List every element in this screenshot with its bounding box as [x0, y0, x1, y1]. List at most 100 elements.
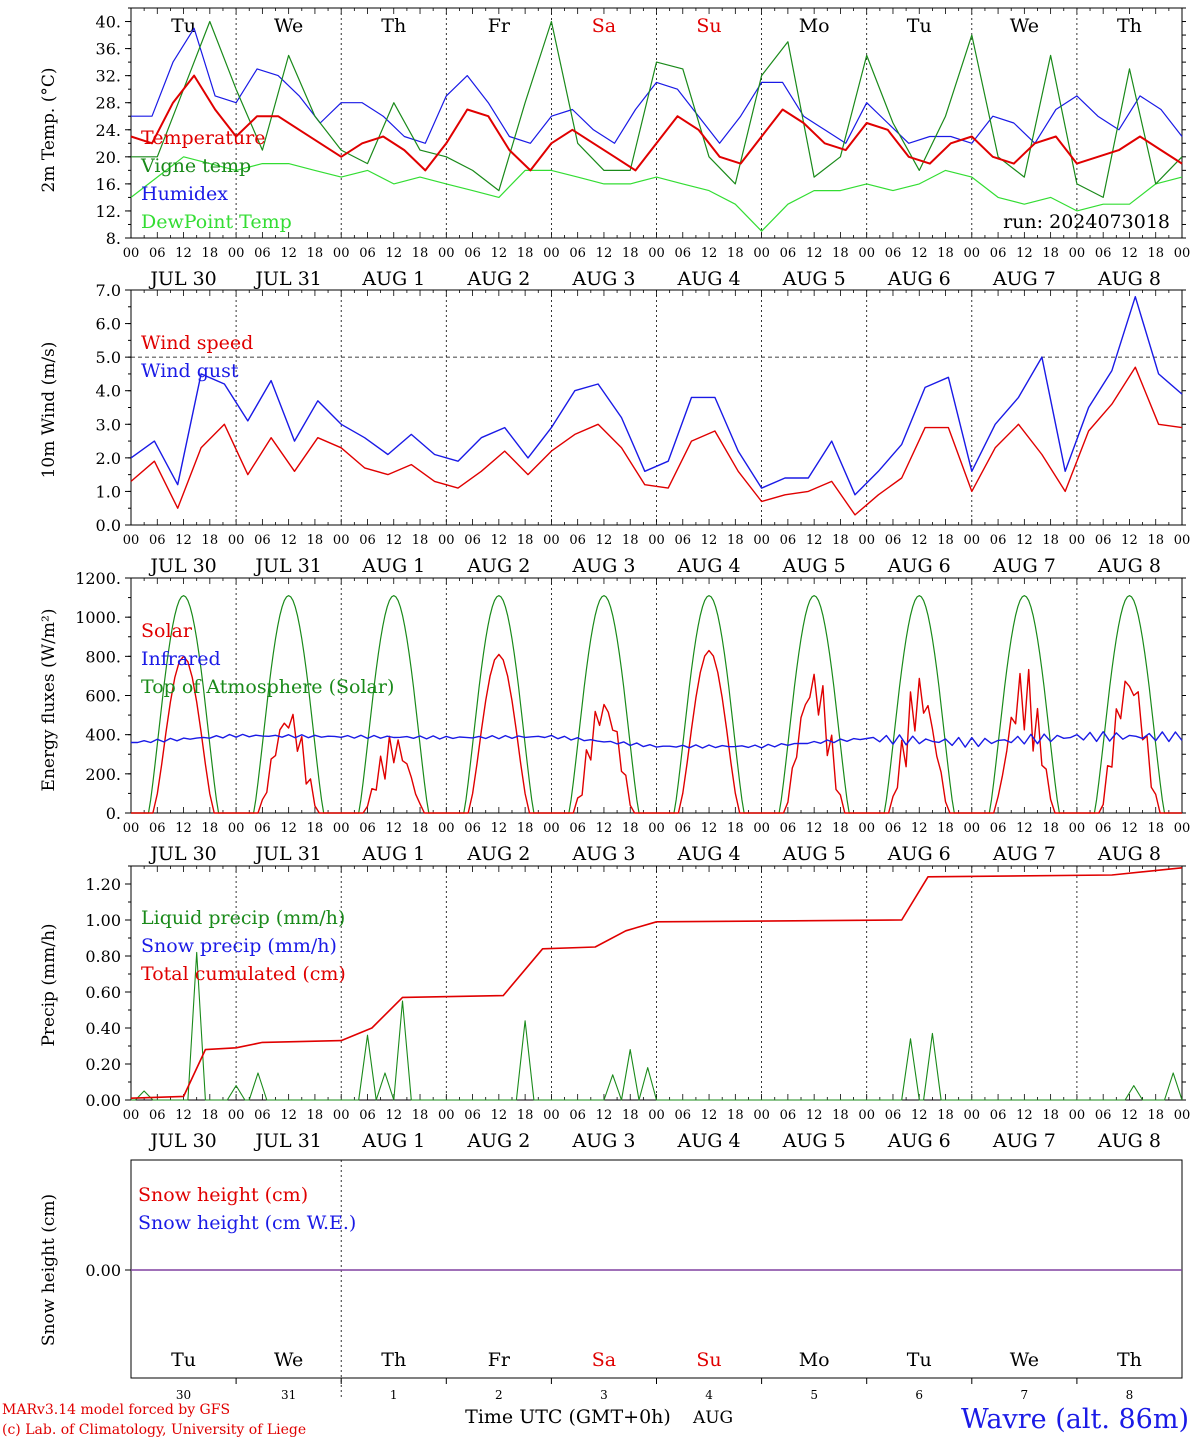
hour-label: 06 — [990, 821, 1007, 836]
hour-label: 06 — [569, 533, 586, 548]
y-tick-label: 1200. — [75, 569, 121, 588]
legend-entry: Humidex — [141, 183, 228, 205]
bottom-date: 4 — [705, 1388, 713, 1402]
run-label: run: 2024073018 — [1003, 211, 1170, 233]
hour-label: 18 — [727, 821, 744, 836]
hour-label: 00 — [438, 1108, 455, 1123]
hour-label: 06 — [675, 533, 692, 548]
hour-label: 06 — [885, 1108, 902, 1123]
y-tick-label: 0.00 — [85, 1261, 121, 1280]
y-tick-label: 0. — [106, 804, 121, 823]
hour-label: 06 — [885, 246, 902, 261]
legend-entry: Solar — [141, 620, 193, 642]
legend-entry: Wind gust — [141, 360, 239, 382]
date-label: JUL 30 — [148, 1130, 216, 1152]
hour-label: 00 — [858, 533, 875, 548]
hour-label: 00 — [123, 533, 140, 548]
hour-label: 18 — [622, 821, 639, 836]
hour-label: 12 — [1121, 246, 1138, 261]
hour-label: 00 — [858, 1108, 875, 1123]
series-line — [131, 731, 1183, 749]
hour-label: 18 — [517, 533, 534, 548]
date-label: AUG 1 — [361, 268, 425, 290]
date-label: AUG 5 — [782, 1130, 846, 1152]
hour-label: 00 — [438, 533, 455, 548]
hour-label: 18 — [1147, 821, 1164, 836]
station-label: Wavre (alt. 86m) — [961, 1404, 1189, 1435]
hour-label: 00 — [228, 246, 245, 261]
hour-label: 18 — [412, 533, 429, 548]
hour-label: 06 — [780, 1108, 797, 1123]
hour-label: 12 — [701, 246, 718, 261]
bottom-month: AUG — [692, 1408, 733, 1428]
hour-label: 12 — [175, 246, 192, 261]
y-tick-label: 1000. — [75, 608, 121, 627]
y-tick-label: 0.40 — [85, 1019, 121, 1038]
date-label: AUG 7 — [992, 268, 1056, 290]
hour-label: 00 — [753, 533, 770, 548]
series-line — [130, 867, 1183, 1099]
hour-label: 12 — [911, 821, 928, 836]
date-label: JUL 30 — [148, 555, 216, 577]
hour-label: 18 — [307, 1108, 324, 1123]
hour-label: 12 — [385, 1108, 402, 1123]
hour-label: 12 — [175, 1108, 192, 1123]
hour-label: 12 — [1121, 821, 1138, 836]
hour-label: 00 — [753, 1108, 770, 1123]
hour-label: 00 — [1069, 1108, 1086, 1123]
date-label: AUG 6 — [887, 1130, 951, 1152]
hour-label: 00 — [123, 246, 140, 261]
date-label: AUG 6 — [887, 268, 951, 290]
hour-label: 18 — [622, 533, 639, 548]
hour-label: 06 — [885, 821, 902, 836]
date-label: JUL 31 — [253, 843, 321, 865]
hour-label: 18 — [1042, 533, 1059, 548]
hour-label: 18 — [517, 1108, 534, 1123]
hour-label: 06 — [675, 821, 692, 836]
hour-label: 00 — [1069, 533, 1086, 548]
bottom-date: 3 — [600, 1388, 608, 1402]
hour-label: 00 — [333, 246, 350, 261]
hour-label: 00 — [228, 533, 245, 548]
credit-line: (c) Lab. of Climatology, University of L… — [2, 1422, 306, 1438]
y-tick-label: 200. — [85, 765, 121, 784]
legend-entry: Snow precip (mm/h) — [141, 935, 337, 957]
hour-label: 00 — [1069, 821, 1086, 836]
hour-label: 18 — [1147, 1108, 1164, 1123]
series-line — [131, 20, 1183, 198]
date-label: AUG 4 — [677, 843, 741, 865]
y-tick-label: 3.0 — [96, 415, 121, 434]
hour-label: 06 — [1095, 821, 1112, 836]
hour-label: 18 — [832, 821, 849, 836]
hour-label: 06 — [464, 246, 481, 261]
hour-label: 00 — [964, 821, 981, 836]
y-tick-label: 20. — [96, 148, 121, 167]
hour-label: 18 — [622, 246, 639, 261]
legend-entry: Infrared — [141, 648, 221, 670]
hour-label: 00 — [333, 1108, 350, 1123]
date-label: AUG 7 — [992, 1130, 1056, 1152]
hour-label: 00 — [1069, 246, 1086, 261]
hour-label: 12 — [911, 1108, 928, 1123]
hour-label: 12 — [596, 533, 613, 548]
hour-label: 00 — [123, 821, 140, 836]
date-label: AUG 4 — [677, 1130, 741, 1152]
legend-entry: Wind speed — [141, 332, 253, 354]
day-name: Sa — [592, 1349, 616, 1371]
y-tick-label: 0.20 — [85, 1055, 121, 1074]
hour-label: 12 — [491, 1108, 508, 1123]
hour-label: 00 — [1174, 246, 1191, 261]
y-tick-label: 16. — [96, 175, 121, 194]
hour-label: 06 — [254, 533, 271, 548]
hour-label: 00 — [333, 533, 350, 548]
date-label: AUG 8 — [1097, 268, 1161, 290]
hour-label: 06 — [359, 1108, 376, 1123]
date-label: AUG 1 — [361, 843, 425, 865]
hour-label: 12 — [1121, 533, 1138, 548]
y-tick-label: 7.0 — [96, 281, 121, 300]
hour-label: 12 — [806, 821, 823, 836]
hour-label: 18 — [727, 246, 744, 261]
hour-label: 12 — [280, 533, 297, 548]
hour-label: 00 — [964, 1108, 981, 1123]
day-name: Su — [696, 15, 721, 37]
